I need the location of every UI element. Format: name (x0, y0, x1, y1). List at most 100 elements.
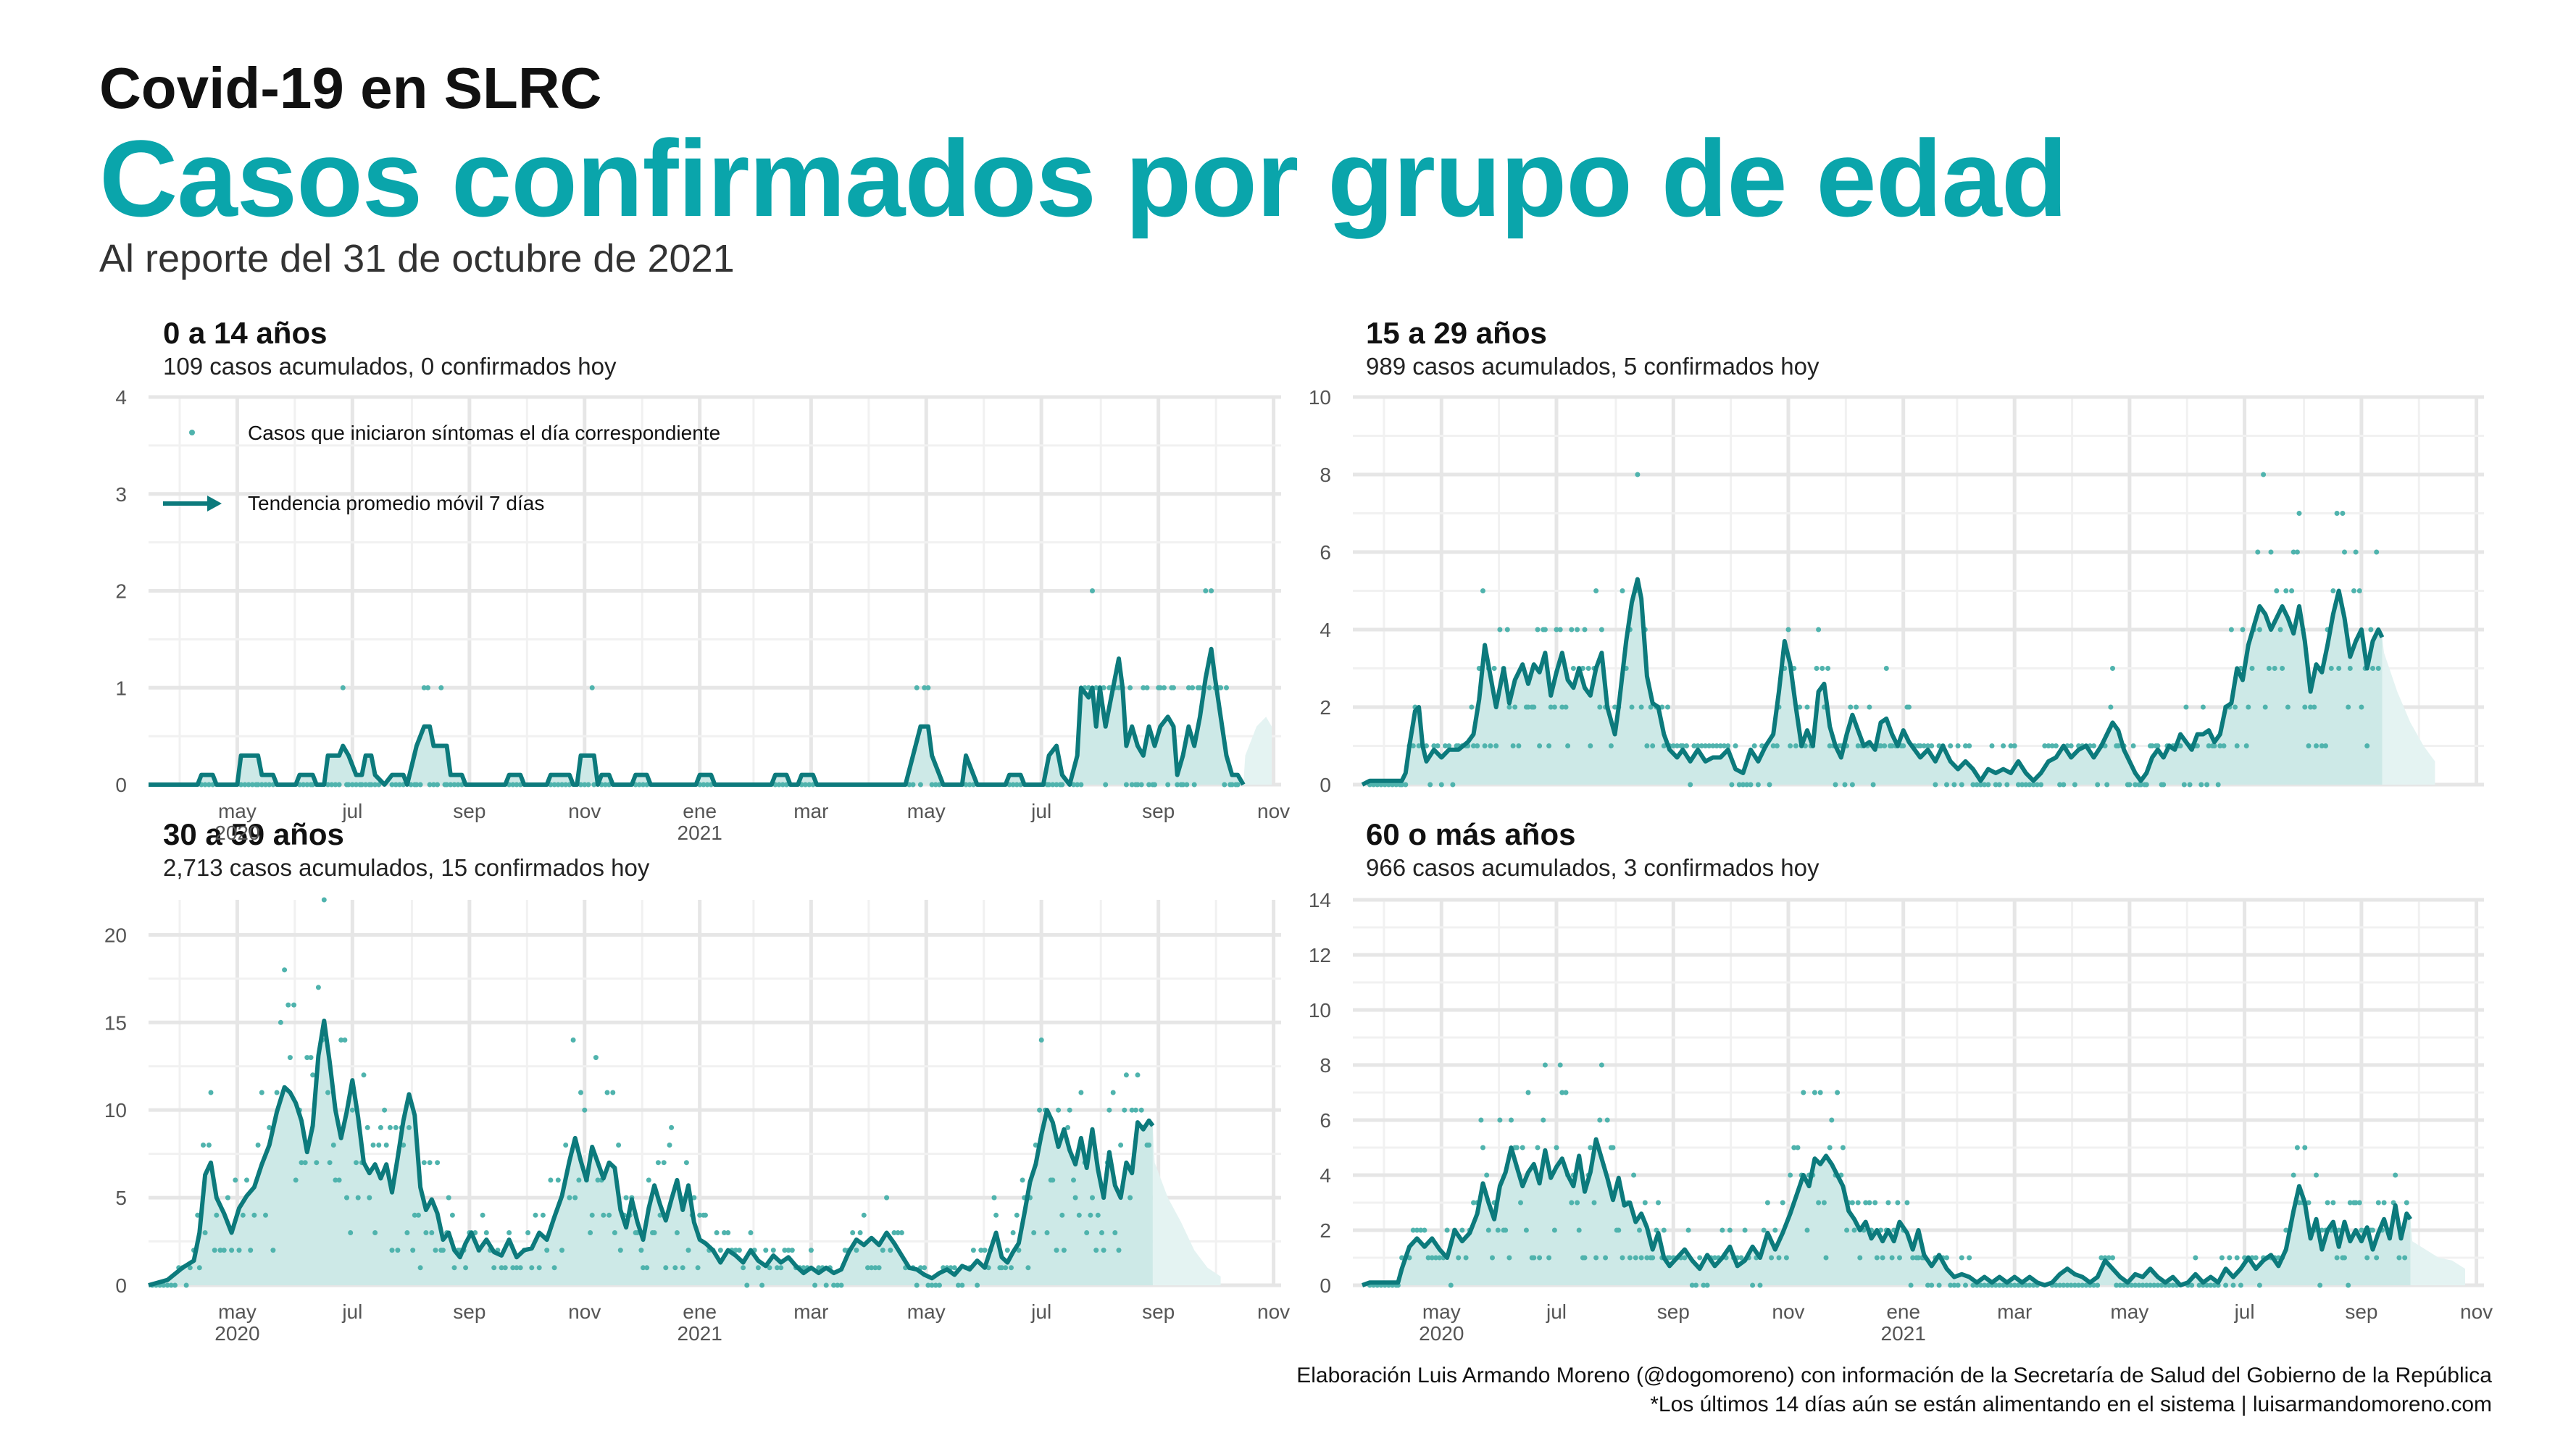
y-tick-label: 14 (1309, 889, 1331, 911)
daily-point (382, 1107, 388, 1113)
daily-point (789, 1248, 795, 1253)
daily-point (1742, 1227, 1748, 1233)
daily-point (1054, 782, 1059, 788)
daily-point (1095, 1212, 1101, 1218)
daily-point (1429, 1255, 1435, 1261)
daily-point (780, 782, 785, 788)
daily-point (563, 1143, 569, 1148)
panel-stat-3: 966 casos acumulados, 3 confirmados hoy (1366, 854, 1820, 881)
daily-point (1650, 743, 1656, 748)
daily-point (1629, 704, 1635, 710)
daily-point (1065, 1124, 1071, 1130)
daily-point (638, 1248, 644, 1253)
daily-point (1144, 685, 1150, 690)
daily-point (1916, 1255, 1921, 1261)
daily-point (1014, 782, 1020, 788)
daily-point (314, 1160, 320, 1166)
daily-point (1684, 743, 1689, 748)
daily-point (2238, 1282, 2243, 1288)
daily-point (1084, 1230, 1090, 1235)
daily-point (342, 1037, 348, 1043)
daily-point (1497, 627, 1503, 632)
daily-point (1635, 472, 1641, 477)
daily-point (349, 1107, 355, 1113)
daily-point (1682, 1255, 1688, 1261)
daily-point (1518, 1200, 1523, 1206)
daily-point (1895, 1200, 1901, 1206)
daily-point (2325, 1200, 2330, 1206)
daily-point (2381, 1200, 2387, 1206)
footer-credit: Elaboración Luis Armando Moreno (@dogomo… (1296, 1364, 2492, 1387)
daily-point (529, 1265, 535, 1271)
daily-point (1821, 1200, 1827, 1206)
daily-point (748, 1230, 754, 1235)
daily-point (1490, 1255, 1495, 1261)
daily-point (282, 967, 288, 973)
daily-point (1648, 704, 1654, 710)
daily-point (831, 1282, 837, 1288)
daily-point (2356, 588, 2362, 593)
daily-point (1542, 627, 1548, 632)
daily-point (1535, 1145, 1541, 1151)
daily-point (1929, 743, 1935, 748)
daily-point (1044, 1230, 1050, 1235)
daily-point (183, 1282, 189, 1288)
daily-point (2053, 1282, 2059, 1288)
daily-point (1804, 704, 1810, 710)
daily-point (248, 1248, 254, 1253)
daily-point (910, 782, 916, 788)
recent-area (1243, 717, 1272, 785)
daily-point (1944, 782, 1949, 788)
daily-point (2283, 588, 2289, 593)
daily-point (304, 1055, 310, 1061)
daily-point (517, 1265, 523, 1271)
daily-point (291, 1002, 297, 1008)
daily-point (683, 1160, 689, 1166)
daily-point (551, 782, 557, 788)
daily-point (2359, 704, 2364, 710)
daily-point (1444, 1227, 1450, 1233)
daily-point (714, 1230, 720, 1235)
x-tick-label: sep (2345, 1300, 2377, 1323)
daily-point (991, 1195, 997, 1200)
x-tick-label: nov (568, 1300, 601, 1323)
daily-point (2314, 1172, 2319, 1178)
daily-point (327, 1160, 333, 1166)
daily-point (2347, 666, 2353, 671)
daily-point (1569, 627, 1575, 632)
daily-point (410, 1248, 416, 1253)
daily-point (2375, 666, 2381, 671)
daily-point (354, 1160, 359, 1166)
x-tick-label: may (907, 1300, 946, 1323)
x-tick-label: jul (2234, 1300, 2255, 1323)
daily-point (1849, 782, 1855, 788)
daily-point (2019, 782, 2025, 788)
daily-point (891, 1230, 897, 1235)
daily-point (1685, 1227, 1691, 1233)
daily-point (259, 1090, 264, 1095)
daily-point (725, 1230, 731, 1235)
daily-point (1491, 666, 1497, 671)
daily-point (255, 782, 261, 788)
daily-point (2143, 1282, 2149, 1288)
daily-point (2317, 1282, 2323, 1288)
daily-point (212, 1248, 217, 1253)
daily-point (2104, 782, 2110, 788)
daily-point (1542, 1062, 1548, 1068)
daily-point (438, 685, 444, 690)
trend-area (1362, 579, 2383, 785)
daily-point (1497, 1117, 1503, 1123)
x-tick-label: sep (1142, 1300, 1175, 1323)
daily-point (695, 1265, 701, 1271)
daily-point (333, 782, 338, 788)
daily-point (1112, 1230, 1118, 1235)
daily-point (2289, 588, 2295, 593)
legend-line-label: Tendencia promedio móvil 7 días (248, 492, 544, 514)
daily-point (612, 1230, 617, 1235)
recent-area (2410, 1219, 2465, 1285)
daily-point (1904, 1200, 1910, 1206)
daily-point (483, 1230, 489, 1235)
daily-point (1482, 743, 1488, 748)
daily-point (2106, 1255, 2112, 1261)
daily-point (315, 985, 321, 990)
